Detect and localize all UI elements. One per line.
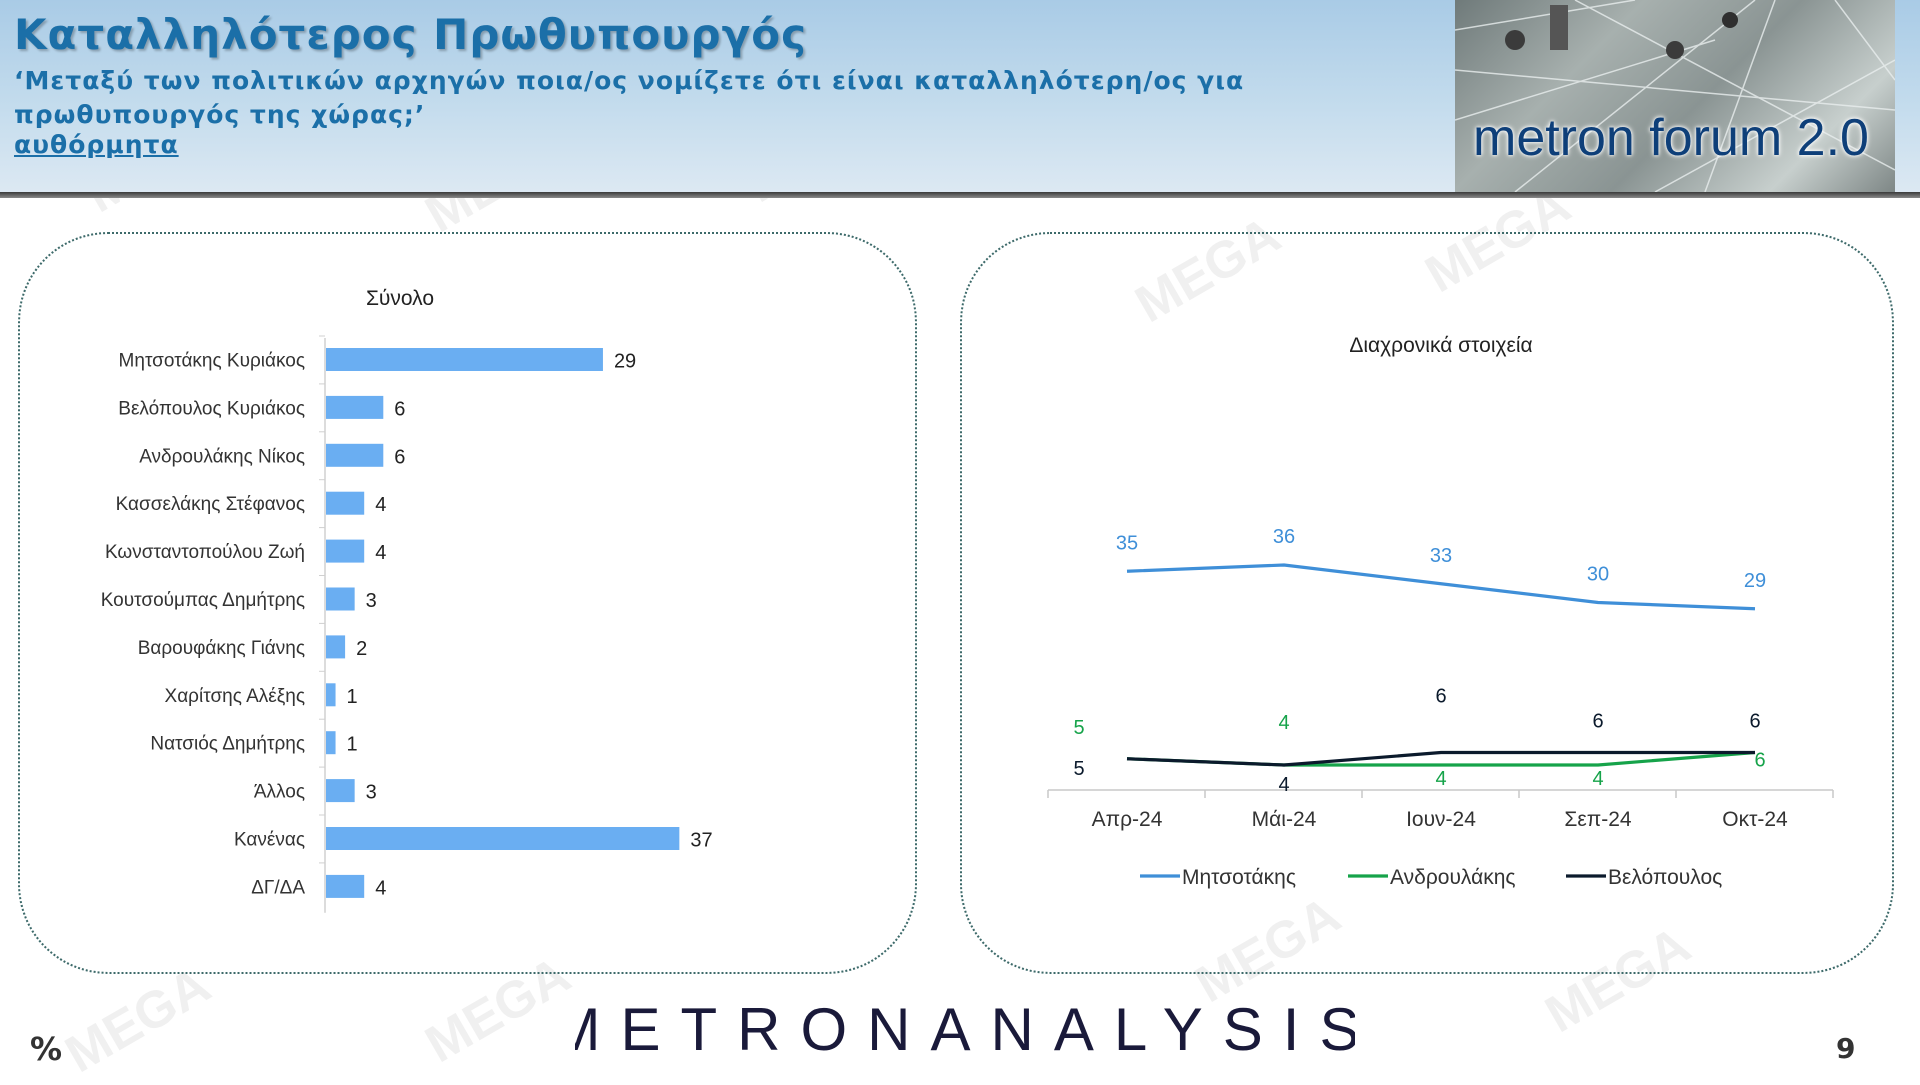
x-tick-label: Οκτ-24: [1722, 808, 1788, 831]
data-label-2: 4: [1278, 712, 1289, 734]
bar-category-label: Νατσιός Δημήτρης: [150, 734, 305, 755]
bar-value-label: 4: [375, 494, 386, 516]
page-title: Καταλληλότερος Πρωθυπουργός: [14, 10, 807, 59]
x-tick-label: Μάι-24: [1252, 808, 1317, 831]
logo-background-pattern: [1455, 0, 1895, 192]
data-label-2: 6: [1754, 750, 1765, 772]
bar: [326, 587, 355, 611]
brand-logo: METRONANALYSIS: [551, 990, 1360, 1070]
data-label-3: 6: [1592, 711, 1603, 733]
data-label-2: 4: [1435, 768, 1446, 790]
unit-label: %: [30, 1030, 63, 1068]
series-line-1: [1126, 563, 1756, 611]
legend-label-2: Ανδρουλάκης: [1390, 866, 1516, 889]
header-divider: [0, 192, 1920, 198]
page-number: 9: [1836, 1032, 1856, 1065]
bar-value-label: 4: [375, 877, 386, 899]
bar-value-label: 4: [375, 542, 386, 564]
survey-question: ‘Μεταξύ των πολιτικών αρχηγών ποια/ος νο…: [14, 66, 1245, 129]
data-label-3: 5: [1073, 758, 1084, 780]
bar-category-label: Κασσελάκης Στέφανος: [116, 494, 305, 515]
bar: [326, 683, 336, 707]
x-tick-label: Ιουν-24: [1406, 808, 1476, 831]
data-label-1: 30: [1587, 564, 1609, 586]
forum-logo: metron forum 2.0: [1455, 0, 1895, 192]
bar-value-label: 1: [347, 734, 358, 756]
bar-category-label: Μητσοτάκης Κυριάκος: [119, 351, 305, 372]
bar-category-label: Κωνσταντοπούλου Ζωή: [105, 542, 305, 563]
bar: [326, 827, 680, 850]
bar-value-label: 1: [347, 686, 358, 708]
bar-category-label: Χαρίτσης Αλέξης: [165, 686, 305, 707]
bar-category-label: Κουτσούμπας Δημήτρης: [101, 590, 305, 611]
bar: [326, 491, 365, 515]
data-label-1: 35: [1116, 532, 1138, 554]
data-label-1: 33: [1430, 545, 1452, 567]
bar-value-label: 6: [394, 446, 405, 468]
bar: [326, 779, 355, 803]
bar-category-label: Κανένας: [234, 830, 305, 851]
data-label-3: 4: [1278, 774, 1289, 796]
bar-value-label: 6: [394, 398, 405, 420]
bar: [326, 874, 365, 898]
bar-value-label: 3: [366, 590, 377, 612]
data-label-2: 4: [1592, 768, 1603, 790]
legend-label-1: Μητσοτάκης: [1182, 866, 1296, 889]
bar-category-label: Άλλος: [254, 782, 305, 803]
x-tick-label: Σεπ-24: [1564, 808, 1632, 831]
bar: [326, 443, 384, 467]
data-label-1: 36: [1273, 526, 1295, 548]
bar: [326, 731, 336, 755]
bar-category-label: ΔΓ/ΔΑ: [251, 877, 305, 898]
data-label-1: 29: [1744, 570, 1766, 592]
bar-chart-title: Σύνολο: [366, 287, 434, 310]
trend-chart-panel: [960, 232, 1894, 974]
bar: [326, 395, 384, 419]
x-tick-label: Απρ-24: [1092, 808, 1163, 831]
brand-logo-text: METRONANALYSIS: [575, 996, 1355, 1063]
series-line-3: [1126, 750, 1755, 767]
bar-category-label: Ανδρουλάκης Νίκος: [139, 446, 305, 467]
forum-logo-text: metron forum 2.0: [1473, 109, 1869, 167]
line-chart-title: Διαχρονικά στοιχεία: [1349, 334, 1532, 357]
bar-category-label: Βαρουφάκης Γιάνης: [138, 638, 305, 659]
bar-category-label: Βελόπουλος Κυριάκος: [118, 398, 305, 419]
legend-label-3: Βελόπουλος: [1608, 866, 1722, 889]
bar: [326, 539, 365, 563]
data-label-3: 6: [1435, 686, 1446, 708]
brand-logo-svg: METRONANALYSIS: [551, 996, 1360, 1063]
data-label-3: 6: [1749, 711, 1760, 733]
bar-value-label: 37: [690, 830, 712, 852]
data-label-2: 5: [1073, 717, 1084, 739]
response-note: αυθόρμητα: [14, 130, 179, 159]
bar-value-label: 29: [614, 351, 636, 373]
bar: [326, 635, 346, 659]
bar: [326, 348, 603, 371]
bar-value-label: 2: [356, 638, 367, 660]
bar-value-label: 3: [366, 782, 377, 804]
total-chart-panel: [18, 232, 917, 974]
